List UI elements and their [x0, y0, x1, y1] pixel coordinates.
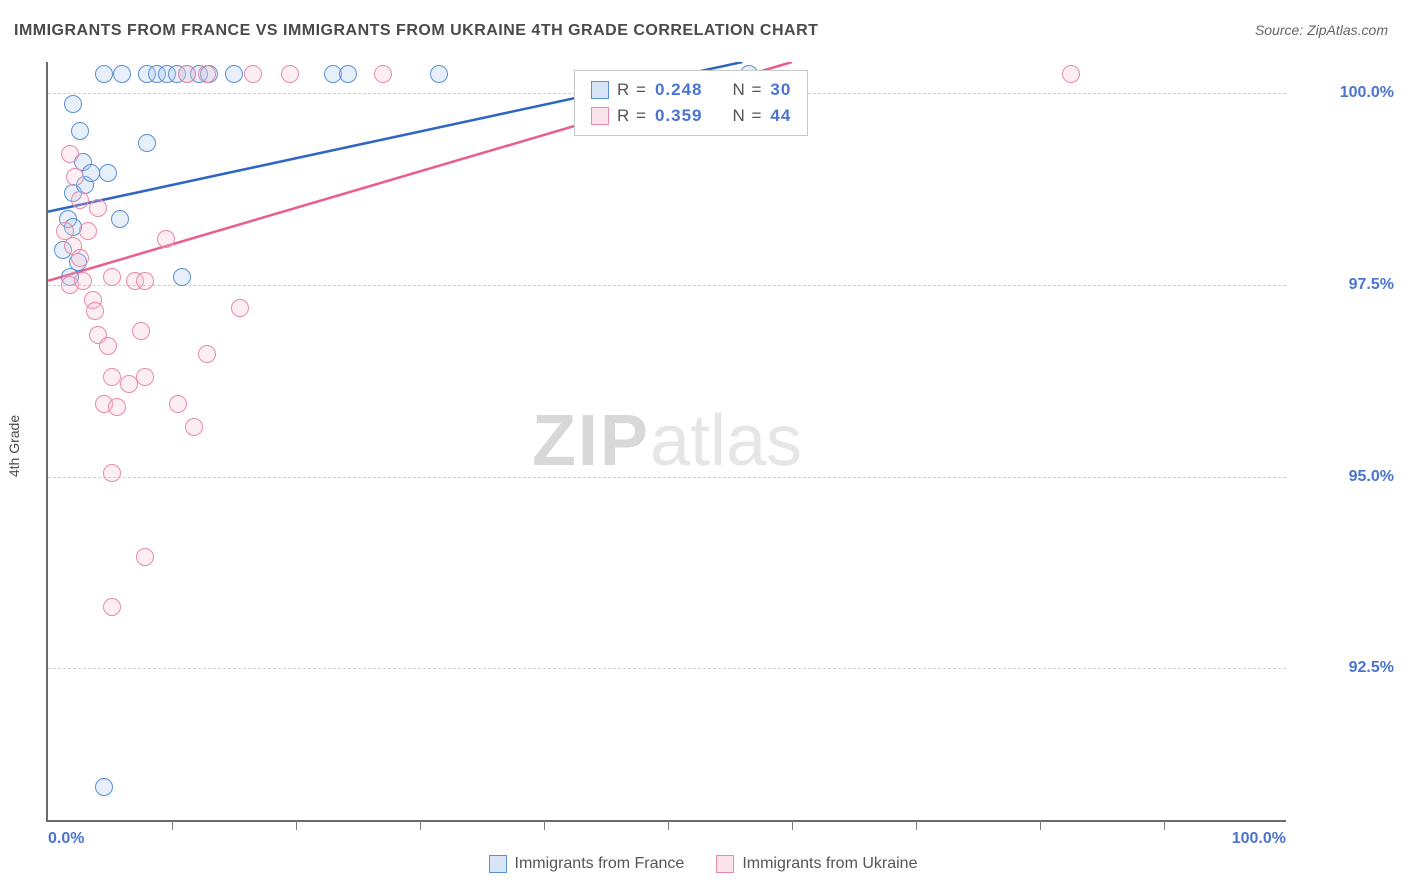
- watermark-part1: ZIP: [532, 401, 650, 481]
- legend-n-prefix: N =: [732, 103, 762, 129]
- scatter-point-france: [113, 65, 131, 83]
- y-tick-label: 100.0%: [1298, 84, 1394, 102]
- scatter-point-ukraine: [157, 230, 175, 248]
- x-tick: [420, 820, 421, 830]
- bottom-legend: Immigrants from France Immigrants from Uk…: [0, 855, 1406, 878]
- legend-n-value: 30: [770, 77, 791, 103]
- legend-r-prefix: R =: [617, 77, 647, 103]
- bottom-legend-label: Immigrants from France: [515, 855, 685, 873]
- chart-title: IMMIGRANTS FROM FRANCE VS IMMIGRANTS FRO…: [14, 22, 818, 40]
- scatter-point-france: [173, 268, 191, 286]
- scatter-point-ukraine: [108, 398, 126, 416]
- scatter-point-ukraine: [198, 65, 216, 83]
- scatter-point-ukraine: [169, 395, 187, 413]
- legend-r-value: 0.359: [655, 103, 703, 129]
- scatter-point-ukraine: [103, 268, 121, 286]
- trend-lines: [48, 62, 1288, 822]
- x-tick: [544, 820, 545, 830]
- scatter-point-ukraine: [71, 191, 89, 209]
- x-tick: [296, 820, 297, 830]
- scatter-point-france: [339, 65, 357, 83]
- scatter-point-france: [430, 65, 448, 83]
- legend-n-value: 44: [770, 103, 791, 129]
- scatter-point-france: [111, 210, 129, 228]
- legend-swatch: [489, 855, 507, 873]
- scatter-point-ukraine: [132, 322, 150, 340]
- plot-area: ZIPatlas 100.0%97.5%95.0%92.5%0.0%100.0%…: [46, 62, 1286, 822]
- y-axis-label: 4th Grade: [6, 415, 22, 477]
- x-tick: [668, 820, 669, 830]
- scatter-point-ukraine: [61, 145, 79, 163]
- scatter-point-ukraine: [178, 65, 196, 83]
- x-tick: [172, 820, 173, 830]
- bottom-legend-item-ukraine: Immigrants from Ukraine: [716, 855, 917, 873]
- source-attribution: Source: ZipAtlas.com: [1255, 22, 1388, 38]
- scatter-point-france: [95, 65, 113, 83]
- scatter-point-ukraine: [136, 272, 154, 290]
- legend-n-prefix: N =: [732, 77, 762, 103]
- scatter-point-ukraine: [89, 199, 107, 217]
- legend-swatch: [591, 107, 609, 125]
- legend-swatch: [591, 81, 609, 99]
- legend-r-prefix: R =: [617, 103, 647, 129]
- scatter-point-ukraine: [198, 345, 216, 363]
- legend-row-ukraine: R = 0.359 N = 44: [591, 103, 791, 129]
- scatter-point-france: [95, 778, 113, 796]
- correlation-legend: R = 0.248 N = 30 R = 0.359 N = 44: [574, 70, 808, 136]
- scatter-point-ukraine: [103, 598, 121, 616]
- scatter-point-ukraine: [71, 249, 89, 267]
- scatter-point-ukraine: [281, 65, 299, 83]
- scatter-point-ukraine: [231, 299, 249, 317]
- y-tick-label: 97.5%: [1298, 276, 1394, 294]
- scatter-point-ukraine: [185, 418, 203, 436]
- bottom-legend-label: Immigrants from Ukraine: [742, 855, 917, 873]
- scatter-point-ukraine: [1062, 65, 1080, 83]
- legend-r-value: 0.248: [655, 77, 703, 103]
- scatter-point-ukraine: [136, 368, 154, 386]
- source-label: Source:: [1255, 22, 1307, 38]
- scatter-point-ukraine: [103, 464, 121, 482]
- scatter-point-france: [99, 164, 117, 182]
- scatter-point-france: [138, 134, 156, 152]
- x-tick: [792, 820, 793, 830]
- bottom-legend-item-france: Immigrants from France: [489, 855, 685, 873]
- gridline-h: [48, 668, 1286, 669]
- scatter-point-ukraine: [99, 337, 117, 355]
- y-tick-label: 95.0%: [1298, 468, 1394, 486]
- scatter-point-france: [64, 95, 82, 113]
- gridline-h: [48, 285, 1286, 286]
- scatter-point-ukraine: [66, 168, 84, 186]
- watermark-part2: atlas: [650, 401, 802, 481]
- gridline-h: [48, 477, 1286, 478]
- scatter-point-france: [225, 65, 243, 83]
- legend-row-france: R = 0.248 N = 30: [591, 77, 791, 103]
- x-tick-label: 100.0%: [1232, 830, 1286, 848]
- scatter-point-ukraine: [136, 548, 154, 566]
- scatter-point-ukraine: [86, 302, 104, 320]
- watermark: ZIPatlas: [532, 400, 802, 482]
- x-tick: [916, 820, 917, 830]
- scatter-point-ukraine: [244, 65, 262, 83]
- x-tick: [1164, 820, 1165, 830]
- x-tick: [1040, 820, 1041, 830]
- scatter-point-france: [71, 122, 89, 140]
- scatter-point-ukraine: [74, 272, 92, 290]
- source-name: ZipAtlas.com: [1307, 22, 1388, 38]
- scatter-point-ukraine: [374, 65, 392, 83]
- scatter-point-ukraine: [79, 222, 97, 240]
- y-tick-label: 92.5%: [1298, 659, 1394, 677]
- x-tick-label: 0.0%: [48, 830, 84, 848]
- legend-swatch: [716, 855, 734, 873]
